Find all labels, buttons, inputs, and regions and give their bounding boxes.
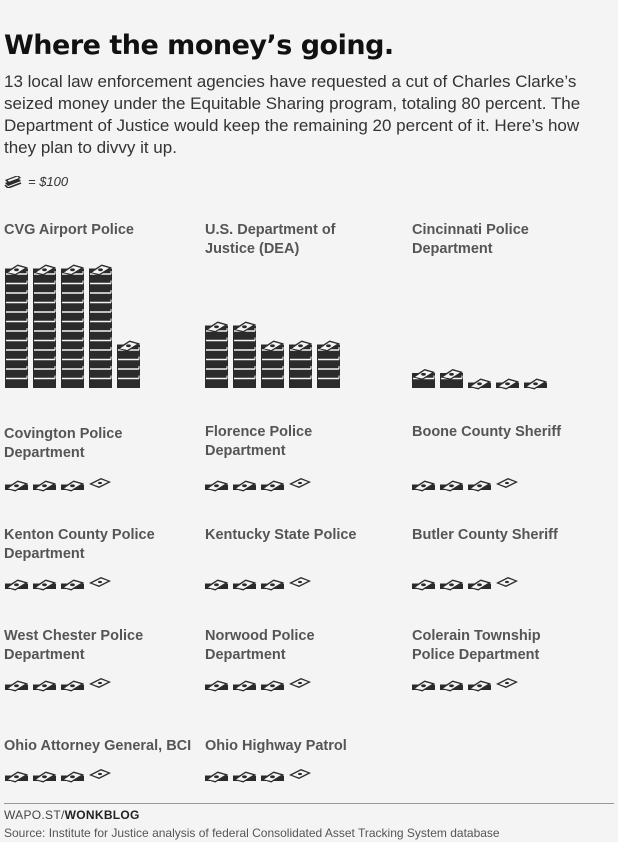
agency-label: Covington Police Department (4, 426, 123, 461)
cash-stack (261, 579, 284, 591)
agency-label: Norwood Police Department (205, 628, 315, 663)
agency-label: Cincinnati Police Department (412, 222, 529, 257)
cash-stack (117, 340, 140, 388)
cash-stack (261, 340, 284, 388)
cash-stack (412, 480, 435, 492)
cash-stack (205, 480, 228, 492)
agency-label: U.S. Department of Justice (DEA) (205, 222, 336, 257)
cash-stack (89, 577, 111, 587)
cash-stack (233, 579, 256, 591)
cash-stack-icon (4, 175, 22, 188)
cash-stack (317, 340, 340, 388)
cash-stack (412, 680, 435, 692)
legend: = $100 (4, 174, 68, 189)
cash-stack (233, 771, 256, 783)
cash-stack (468, 378, 491, 390)
cash-stack (5, 680, 28, 692)
agency-label: Florence Police Department (205, 424, 313, 459)
cash-stack (89, 478, 111, 488)
cash-stack (5, 264, 28, 388)
cash-stack (440, 369, 463, 388)
page-title: Where the money’s going. (4, 30, 394, 61)
cash-stack (496, 378, 519, 390)
cash-stack (5, 579, 28, 591)
agency-label: Ohio Highway Patrol (205, 738, 347, 754)
cash-stack (440, 480, 463, 492)
cash-stack (61, 680, 84, 692)
cash-stack (289, 769, 311, 779)
cash-stack (61, 771, 84, 783)
cash-stack (440, 579, 463, 591)
cash-stack (33, 264, 56, 388)
cash-stack (289, 678, 311, 688)
cash-stack (205, 771, 228, 783)
cash-stack (233, 480, 256, 492)
cash-stack (5, 771, 28, 783)
cash-stack (261, 680, 284, 692)
cash-stack (205, 579, 228, 591)
cash-stack (468, 579, 491, 591)
cash-stack (261, 771, 284, 783)
cash-stack (496, 678, 518, 688)
cash-stack (205, 680, 228, 692)
cash-stack (89, 678, 111, 688)
cash-stack (289, 577, 311, 587)
cash-stack (289, 340, 312, 388)
agency-label: Boone County Sheriff (412, 424, 562, 440)
cash-stack (33, 579, 56, 591)
cash-stack (5, 480, 28, 492)
cash-stack (412, 369, 435, 388)
agency-label: West Chester Police Department (4, 628, 144, 663)
agency-label: Butler County Sheriff (412, 527, 558, 543)
cash-stack (289, 478, 311, 488)
cash-stack (33, 680, 56, 692)
cash-stack (440, 680, 463, 692)
cash-stack (233, 321, 256, 388)
cash-stack (412, 579, 435, 591)
cash-stack (468, 480, 491, 492)
cash-stack (524, 378, 547, 390)
legend-label: = $100 (28, 174, 69, 189)
page-subtitle: 13 local law enforcement agencies have r… (4, 72, 581, 157)
cash-stack (233, 680, 256, 692)
brand-name: WONKBLOG (64, 808, 140, 822)
credit: WAPO.ST/WONKBLOG (4, 808, 140, 822)
cash-stack (89, 264, 112, 388)
cash-stack (33, 771, 56, 783)
cash-stack (468, 680, 491, 692)
cash-stack (205, 321, 228, 388)
agency-label: Kentucky State Police (205, 527, 357, 543)
cash-stack (496, 577, 518, 587)
cash-stack (496, 478, 518, 488)
source-note: Source: Institute for Justice analysis o… (4, 826, 500, 840)
agency-label: Colerain Township Police Department (412, 628, 541, 663)
agency-label: CVG Airport Police (4, 222, 134, 238)
cash-stack (89, 769, 111, 779)
agency-label: Kenton County Police Department (4, 527, 155, 562)
cash-stack (61, 264, 84, 388)
cash-stack (33, 480, 56, 492)
cash-stack (261, 480, 284, 492)
footer-divider (4, 803, 614, 804)
cash-stack (61, 579, 84, 591)
cash-stack (61, 480, 84, 492)
agency-label: Ohio Attorney General, BCI (4, 738, 192, 754)
